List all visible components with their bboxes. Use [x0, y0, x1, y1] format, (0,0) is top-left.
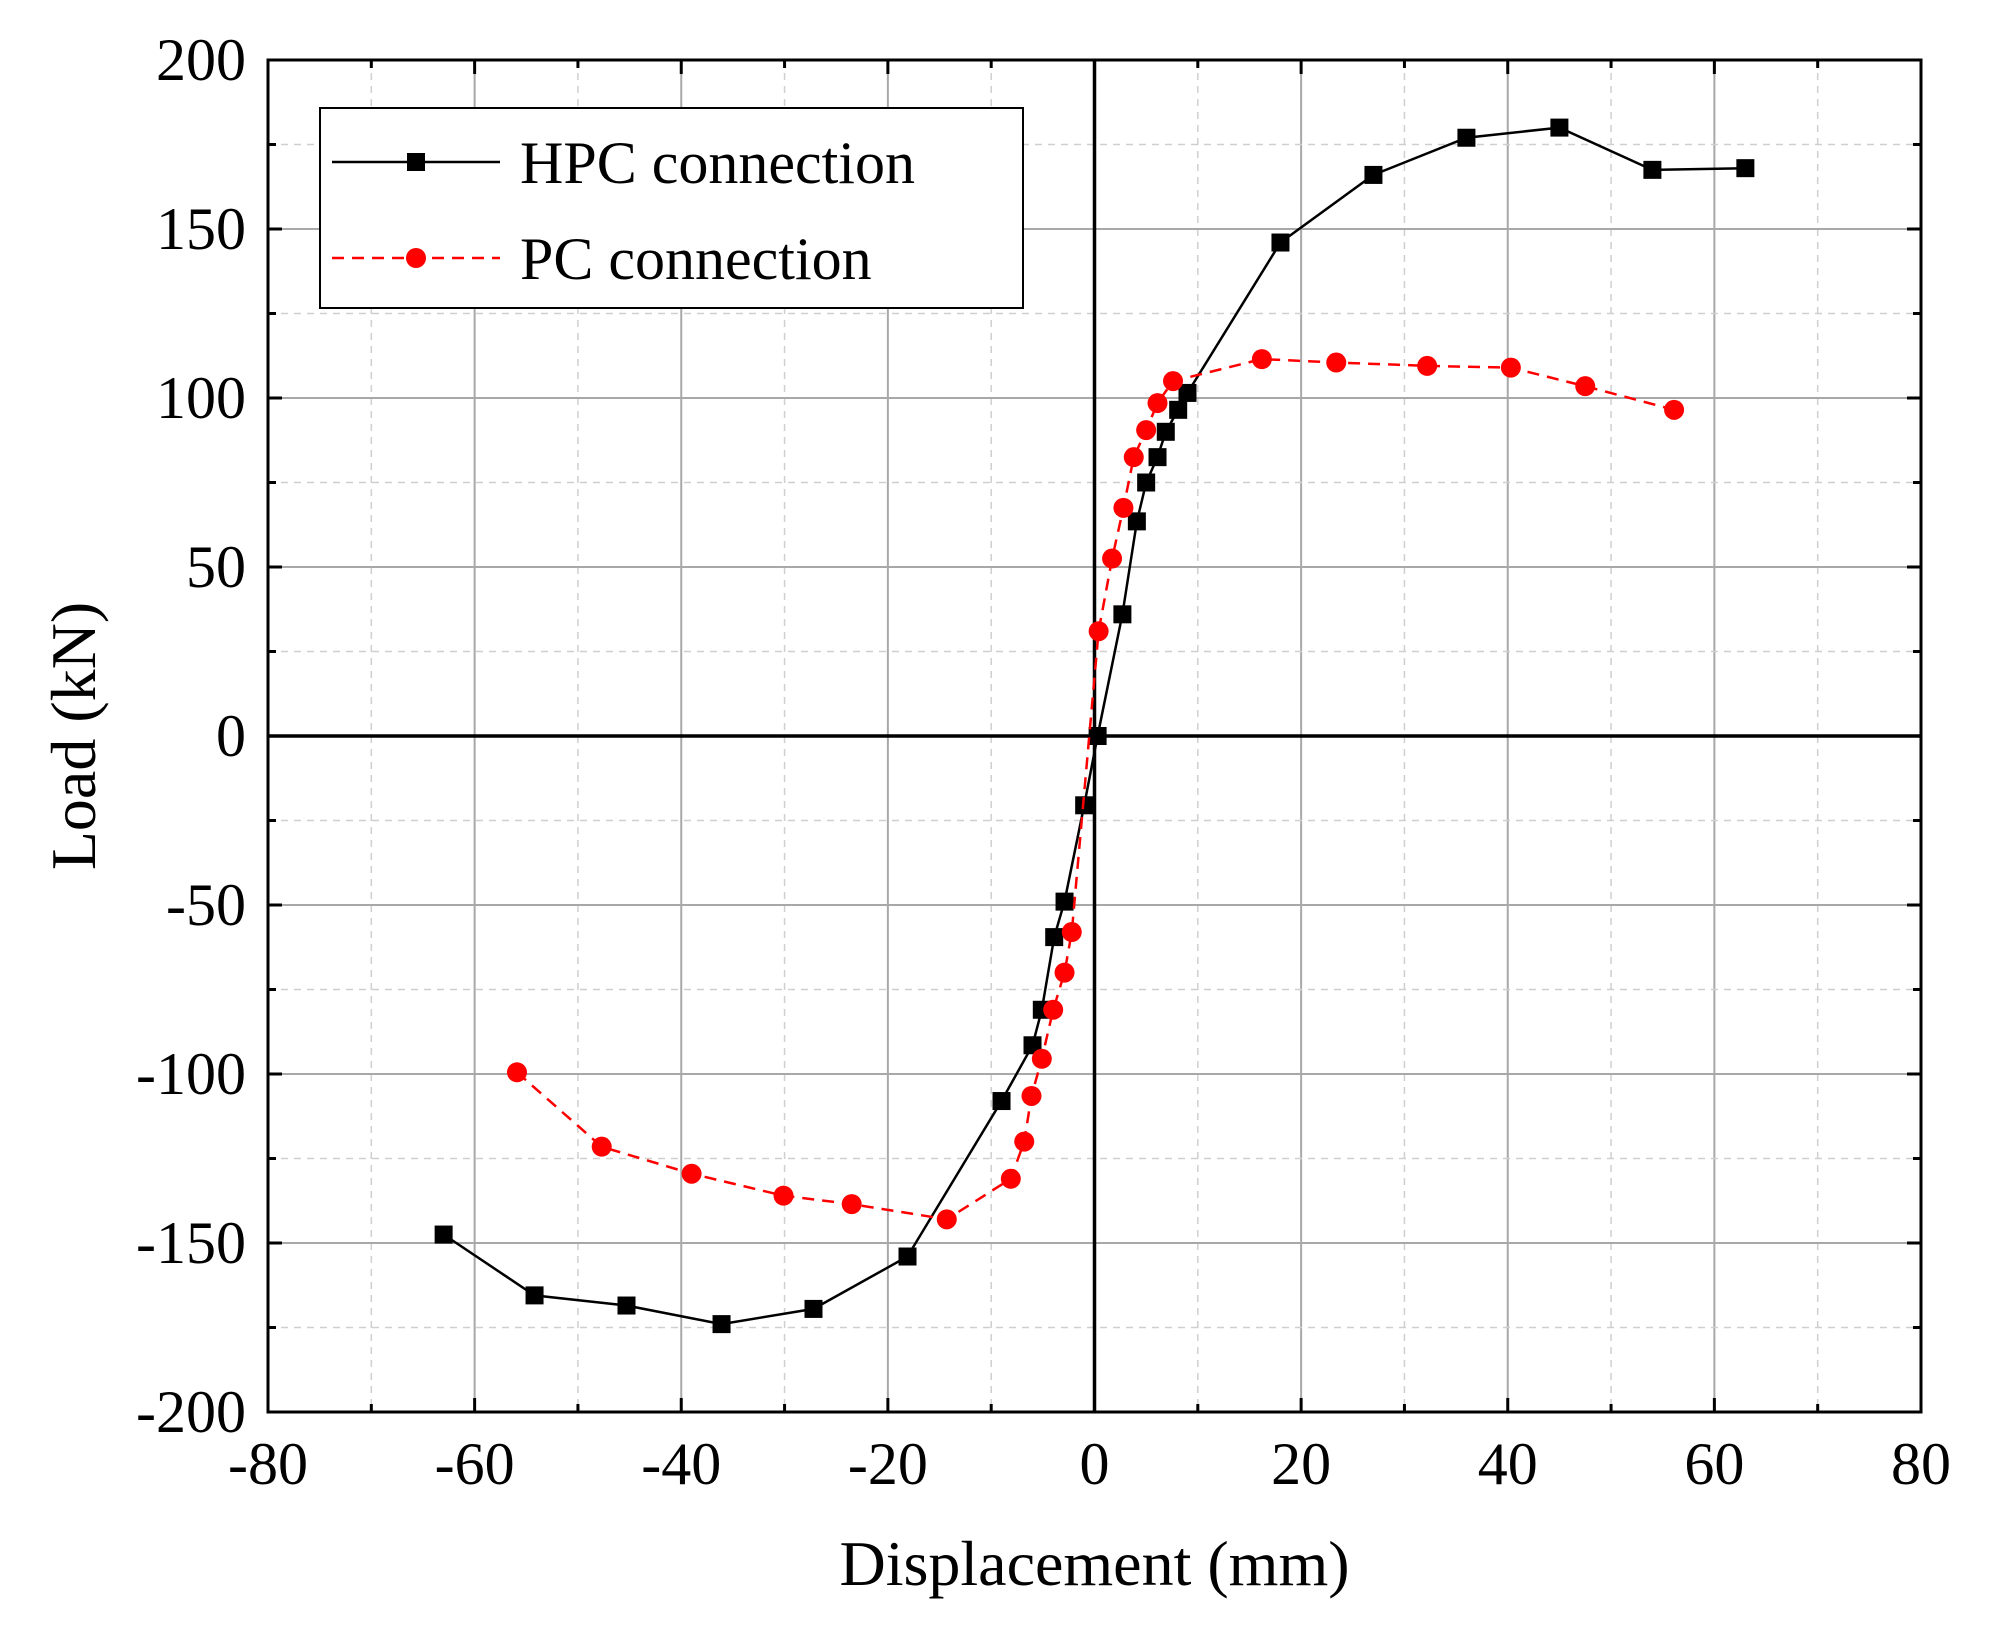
- axis-tick-labels: -80 -60 -40 -20 0 20 40 60 80-200-150-100-500501…: [136, 27, 1951, 1497]
- data-point: [617, 1296, 636, 1315]
- data-point: [1457, 128, 1476, 147]
- data-point: [434, 1225, 453, 1244]
- data-point: [1045, 928, 1064, 947]
- data-point: [773, 1185, 794, 1206]
- data-point: [712, 1315, 731, 1334]
- data-point: [841, 1194, 862, 1215]
- data-point: [1061, 922, 1082, 943]
- data-point: [1664, 399, 1685, 420]
- y-tick-label: -50: [166, 872, 246, 938]
- series-line: [516, 357, 1675, 1221]
- y-tick-label: 200: [156, 27, 246, 93]
- data-point: [1023, 1036, 1042, 1055]
- legend: HPC connection PC connection: [319, 107, 1024, 309]
- legend-label-pc: PC connection: [520, 226, 872, 292]
- series-line: [442, 126, 1746, 1326]
- data-point: [1550, 118, 1569, 137]
- legend-marker-hpc: [407, 153, 425, 171]
- y-tick-label: 0: [216, 703, 246, 769]
- series-hpc: [434, 118, 1755, 1334]
- data-point: [1156, 422, 1175, 441]
- data-point: [1054, 962, 1075, 983]
- series-pc: [506, 349, 1685, 1230]
- y-tick-label: 50: [186, 534, 246, 600]
- x-tick-label: 20: [1271, 1431, 1331, 1497]
- x-tick-label: -60: [435, 1431, 515, 1497]
- axis-ticks: [266, 58, 1923, 1414]
- x-tick-label: 60: [1684, 1431, 1744, 1497]
- data-point: [1014, 1131, 1035, 1152]
- data-point: [1736, 159, 1755, 178]
- x-tick-label: -40: [641, 1431, 721, 1497]
- data-point: [936, 1209, 957, 1230]
- x-axis-title: Displacement (mm): [839, 1528, 1349, 1599]
- data-point: [898, 1247, 917, 1266]
- data-point: [1147, 393, 1168, 414]
- data-point: [1021, 1085, 1042, 1106]
- y-tick-label: 100: [156, 365, 246, 431]
- data-point: [525, 1286, 544, 1305]
- y-axis-title: Load (kN): [38, 602, 109, 870]
- y-tick-label: -150: [136, 1210, 246, 1276]
- data-point: [1251, 349, 1272, 370]
- data-point: [1326, 352, 1347, 373]
- x-tick-label: 80: [1891, 1431, 1951, 1497]
- data-point: [1031, 1048, 1052, 1069]
- data-point: [1169, 400, 1188, 419]
- data-point: [1178, 383, 1197, 402]
- legend-box: [319, 107, 1024, 309]
- data-point: [1113, 497, 1134, 518]
- data-point: [1123, 447, 1144, 468]
- x-tick-label: -20: [848, 1431, 928, 1497]
- y-tick-label: 150: [156, 196, 246, 262]
- data-point: [1000, 1168, 1021, 1189]
- x-tick-label: -80: [228, 1431, 308, 1497]
- data-point: [681, 1163, 702, 1184]
- data-series: [434, 118, 1755, 1334]
- data-point: [1136, 420, 1157, 441]
- data-point: [1043, 999, 1064, 1020]
- y-tick-label: -100: [136, 1041, 246, 1107]
- data-point: [992, 1092, 1011, 1111]
- legend-label-hpc: HPC connection: [520, 130, 915, 196]
- data-point: [1163, 371, 1184, 392]
- data-point: [591, 1136, 612, 1157]
- data-point: [1575, 376, 1596, 397]
- data-point: [1055, 892, 1074, 911]
- x-tick-label: 0: [1080, 1431, 1110, 1497]
- legend-marker-pc: [406, 248, 426, 268]
- data-point: [1137, 473, 1156, 492]
- data-point: [1271, 233, 1290, 252]
- data-point: [804, 1299, 823, 1318]
- data-point: [1364, 165, 1383, 184]
- x-tick-label: 40: [1478, 1431, 1538, 1497]
- data-point: [1643, 160, 1662, 179]
- data-point: [1088, 727, 1107, 745]
- data-point: [1417, 355, 1438, 376]
- data-point: [1102, 548, 1123, 569]
- data-point: [1088, 621, 1109, 642]
- data-point: [1500, 357, 1521, 378]
- data-point: [506, 1062, 527, 1083]
- data-point: [1113, 605, 1132, 624]
- data-point: [1127, 512, 1146, 531]
- y-tick-label: -200: [136, 1379, 246, 1445]
- data-point: [1148, 448, 1167, 467]
